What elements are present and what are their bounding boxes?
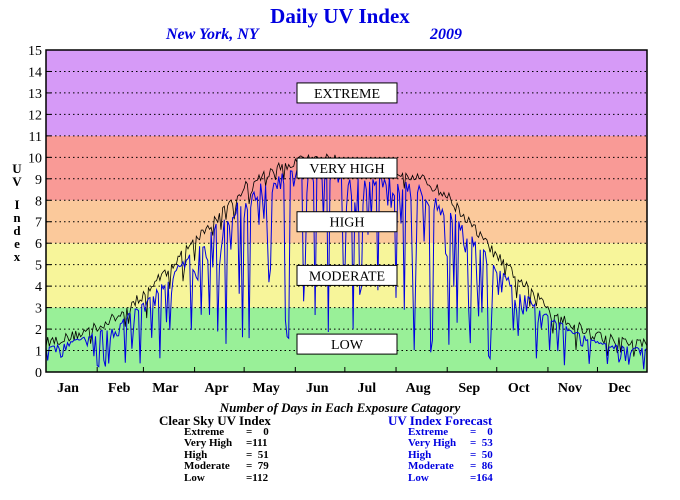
forecast-row-label: Low (408, 471, 429, 484)
band-labels: LOW MODERATE HIGH VERY HIGH EXTREME (296, 82, 398, 355)
forecast-row-high: High = 50 (408, 448, 493, 462)
clear-sky-row-label: High (184, 448, 208, 461)
clear-sky-row-value: = 79 (246, 460, 269, 472)
location-label: New York, NY (166, 26, 259, 43)
forecast-row-value: = 0 (470, 425, 493, 438)
clear-sky-row-high: High = 51 (184, 448, 271, 462)
band-label-high-box (296, 211, 398, 233)
band-label-low-box (296, 333, 398, 355)
y-tick-label: 4 (35, 280, 42, 295)
y-tick-label: 11 (29, 130, 42, 145)
clear-sky-row-very-high: Very High =111 (184, 437, 271, 450)
x-tick-label-oct: Oct (508, 381, 530, 396)
forecast-row-extreme: Extreme = 0 (408, 425, 493, 439)
x-tick-label-mar: Mar (152, 381, 178, 396)
forecast-row-label: High (408, 448, 432, 461)
summary-heading: Number of Days in Each Exposure Catagory (219, 400, 461, 415)
y-tick-label: 9 (35, 173, 42, 188)
forecast-row-label: Very High (408, 437, 457, 449)
clear-sky-summary: Clear Sky UV Index Extreme = 0 Very High =1… (159, 413, 271, 485)
clear-sky-row-value: =112 (246, 471, 269, 484)
plot-frame (45, 49, 648, 373)
forecast-summary: UV Index Forecast Extreme = 0 Very High = 5… (388, 413, 493, 485)
y-tick-label: 10 (28, 151, 42, 166)
x-tick-label-aug: Aug (406, 381, 431, 396)
y-tick-label: 2 (35, 323, 42, 338)
y-tick-label: 15 (28, 44, 42, 59)
year-label: 2009 (430, 26, 462, 43)
band-label-extreme: EXTREME (314, 87, 380, 102)
forecast-row-very-high: Very High = 53 (408, 437, 493, 450)
clear-sky-row-low: Low =112 (184, 471, 271, 485)
x-tick-label-dec: Dec (608, 381, 631, 396)
x-tick-label-may: May (253, 381, 280, 396)
band-label-very-high: VERY HIGH (309, 162, 384, 177)
forecast-row-value: = 53 (470, 437, 493, 449)
x-tick-label-jun: Jun (306, 381, 329, 396)
x-tick-label-sep: Sep (458, 381, 480, 396)
forecast-rows: Extreme = 0 Very High = 53 High = 50 Moderate =… (388, 425, 493, 485)
x-tick-label-jul: Jul (358, 381, 377, 396)
y-tick-label: 3 (35, 302, 42, 317)
y-tick-label: 5 (35, 259, 42, 274)
forecast-row-moderate: Moderate = 86 (408, 460, 493, 473)
forecast-row-label: Extreme (408, 425, 449, 438)
y-tick-label: 7 (35, 216, 42, 231)
clear-sky-row-extreme: Extreme = 0 (184, 425, 271, 439)
forecast-row-value: = 86 (470, 460, 493, 472)
y-tick-label: 12 (28, 108, 42, 123)
band-label-high: HIGH (330, 216, 365, 231)
band-label-moderate: MODERATE (309, 269, 385, 284)
forecast-title: UV Index Forecast (388, 413, 493, 428)
y-tick-label: 1 (35, 345, 42, 360)
clear-sky-row-label: Moderate (184, 460, 230, 472)
x-tick-labels: Jan Feb Mar Apr May Jun Jul Aug Sep Oct Nov Dec (45, 367, 631, 396)
x-tick-label-nov: Nov (558, 381, 582, 396)
clear-sky-row-moderate: Moderate = 79 (184, 460, 271, 473)
y-tick-label: 13 (28, 87, 42, 102)
x-tick-label-apr: Apr (205, 381, 229, 396)
x-tick-label-jan: Jan (57, 381, 79, 396)
band-label-moderate-box (296, 264, 398, 286)
clear-sky-row-label: Extreme (184, 425, 225, 438)
clear-sky-row-value: =111 (246, 437, 268, 449)
forecast-row-low: Low =164 (408, 471, 493, 485)
forecast-row-value: =164 (470, 471, 493, 484)
y-tick-label: 8 (35, 194, 42, 209)
chart-title: Daily UV Index (270, 4, 410, 28)
plot-border (45, 49, 648, 373)
forecast-series-line (45, 165, 648, 370)
clear-sky-row-value: = 51 (246, 448, 269, 461)
clear-sky-rows: Extreme = 0 Very High =111 High = 51 Moderate =… (159, 425, 271, 485)
clear-sky-title: Clear Sky UV Index (159, 413, 271, 428)
y-tick-label: 0 (35, 366, 42, 381)
band-label-low: LOW (331, 338, 364, 353)
y-tick-label: 14 (28, 65, 42, 80)
x-tick-label-feb: Feb (108, 381, 131, 396)
clear-sky-row-value: = 0 (246, 425, 269, 438)
forecast-row-label: Moderate (408, 460, 454, 472)
clear-sky-row-label: Very High (184, 437, 233, 449)
band-label-very-high-box (296, 157, 398, 179)
y-tick-label: 6 (35, 237, 42, 252)
forecast-row-value: = 50 (470, 448, 493, 461)
band-label-extreme-box (296, 82, 398, 104)
gridlines (46, 70, 647, 352)
clear-sky-row-label: Low (184, 471, 205, 484)
